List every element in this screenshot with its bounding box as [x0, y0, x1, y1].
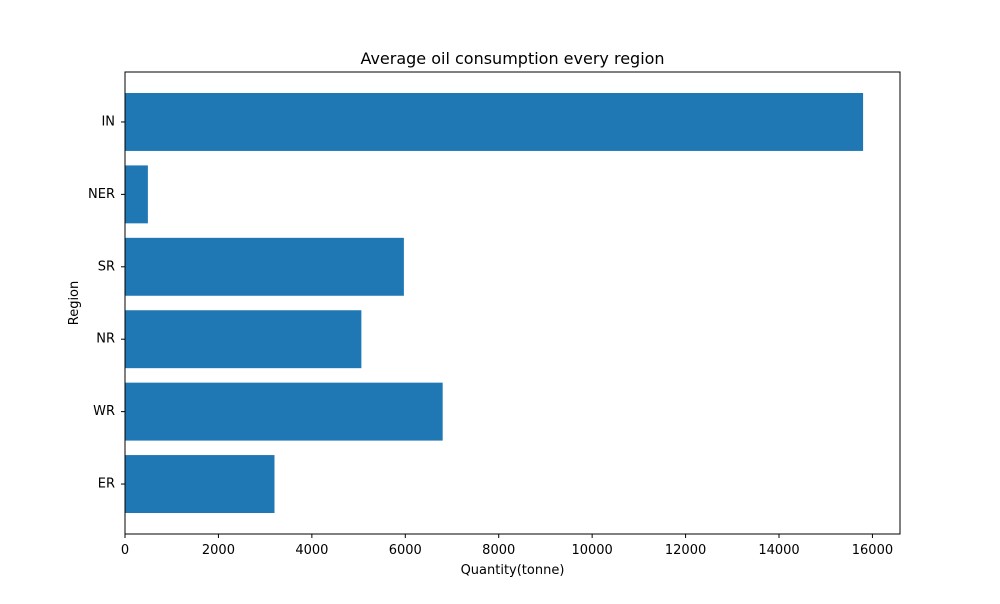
y-tick-label: ER: [98, 477, 115, 492]
x-tick-label: 6000: [389, 543, 422, 558]
x-tick-label: 8000: [482, 543, 515, 558]
x-tick-label: 2000: [202, 543, 235, 558]
x-tick-label: 0: [121, 543, 129, 558]
bar-nr: [125, 310, 362, 369]
y-tick-label: NR: [96, 332, 115, 347]
plot-frame: [124, 71, 901, 535]
y-axis-ticks: ER WR NR SR NER IN: [88, 114, 125, 492]
bar-wr: [125, 382, 443, 441]
x-tick-label: 14000: [758, 543, 799, 558]
y-axis-label: Region: [67, 281, 82, 326]
y-tick-label: IN: [101, 114, 115, 129]
y-tick-label: SR: [98, 259, 115, 274]
y-tick-label: NER: [88, 187, 115, 202]
x-axis-ticks: 0 2000 4000 6000 8000 10000 12000 14000 16000: [121, 534, 893, 558]
x-tick-label: 12000: [665, 543, 706, 558]
bars-layer: [125, 93, 864, 513]
bar-ner: [125, 165, 148, 224]
x-axis-label: Quantity(tonne): [461, 563, 565, 578]
bar-sr: [125, 237, 404, 296]
y-tick-label: WR: [93, 404, 115, 419]
bar-in: [125, 93, 864, 151]
bar-er: [125, 455, 275, 513]
x-tick-label: 10000: [571, 543, 612, 558]
chart-title: Average oil consumption every region: [360, 49, 664, 68]
x-tick-label: 16000: [852, 543, 893, 558]
x-tick-label: 4000: [295, 543, 328, 558]
